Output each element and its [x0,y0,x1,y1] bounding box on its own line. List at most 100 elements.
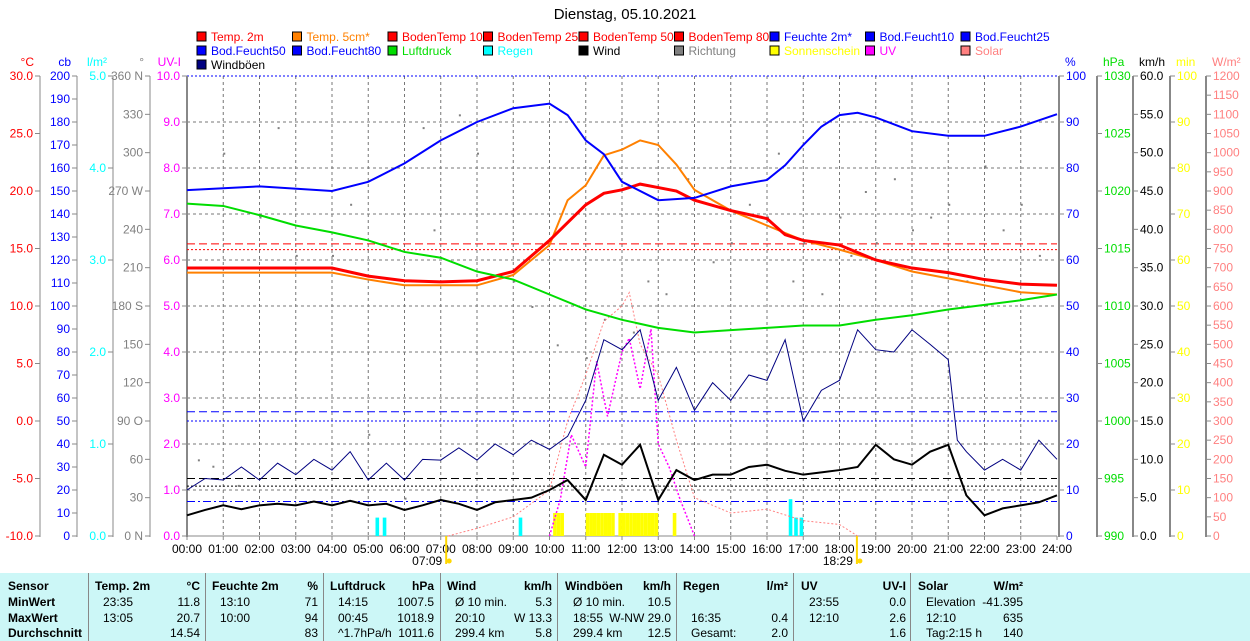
table-cell: 00:45 [338,610,369,625]
axis-tick-label: 30.0 [10,69,34,83]
x-tick-label: 13:00 [643,542,673,556]
table-value: 11.8 [177,595,200,609]
legend-item: BodenTemp 50 [593,30,674,44]
legend-swatch [960,31,971,42]
x-tick-label: 21:00 [933,542,963,556]
x-tick-label: 11:00 [571,542,600,556]
column-divider [88,573,89,641]
direction-point [458,114,461,117]
x-tick-label: 10:00 [534,542,564,556]
axis-tick-label: 1005 [1104,357,1131,371]
legend-swatch [960,45,971,56]
series-luftdruck [186,202,1058,334]
axis-tick-label: 5.0 [1140,491,1157,505]
axis-tick-label: 3.0 [89,253,106,267]
direction-point [531,306,534,308]
axis-tick-label: 150 [123,337,143,351]
axis-tick-label: 100 [50,299,70,313]
legend-item: Windböen [211,58,265,72]
table-cell: 299.4 km [455,626,505,640]
table-value: 0.0 [889,595,906,609]
axis-unit-label: ° [139,55,144,69]
axis-tick-label: 15.0 [10,242,34,256]
rain-bar [788,499,793,536]
x-tick-label: 24:00 [1042,542,1072,556]
sunshine-bar [611,513,615,536]
x-tick-label: 22:00 [969,542,999,556]
direction-point [839,216,842,219]
table-value: 20.7 [176,610,200,625]
direction-point [948,203,951,206]
direction-point [237,484,240,487]
axis-tick-label: 130 [50,230,70,244]
axis-unit-label: km/h [1139,55,1165,69]
axis-tick-label: 45.0 [1140,184,1164,198]
axis-tick-label: 5.0 [163,299,180,313]
table-header: Regen [683,579,720,593]
table-header-unit: W/m² [993,579,1023,593]
table-value: W 13.3 [513,610,552,625]
sunshine-bar [607,513,612,536]
direction-point [477,152,479,155]
sunshine-bar [636,513,641,536]
direction-point [422,127,425,130]
x-tick-label: 04:00 [317,542,347,556]
axis-tick-label: 120 [123,376,143,390]
axis-tick-label: 360 N [111,69,143,83]
table-header-unit: °C [186,579,200,593]
sunshine-bar [593,513,597,536]
direction-point [433,229,436,232]
chart-title: Dienstag, 05.10.2021 [553,6,697,23]
axis-tick-label: 100 [1177,69,1197,83]
axis-tick-label: 350 [1213,395,1233,409]
direction-point [792,280,795,283]
axis-tick-label: 1200 [1213,69,1240,83]
direction-point [1020,203,1023,206]
table-header: Sensor [8,579,49,593]
axis-tick-label: 8.0 [163,161,180,175]
table-cell: 16:35 [691,610,722,625]
direction-point [350,203,353,206]
axis-tick-label: 1.0 [163,483,180,497]
axis-tick-label: 0.0 [89,529,106,543]
legend-swatch [387,31,398,42]
table-cell: Ø 10 min. [455,595,508,609]
axis-tick-label: 1010 [1104,299,1131,313]
axis-tick-label: 30 [57,460,71,474]
x-tick-label: 03:00 [281,542,311,556]
axis-tick-label: 160 [50,161,70,175]
axis-tick-label: 20 [1177,437,1191,451]
axis-tick-label: 0.0 [16,414,33,428]
row-label: MinWert [8,595,56,609]
table-value: 0.4 [771,610,788,625]
direction-point [1038,254,1041,257]
axis-tick-label: 950 [1213,165,1233,179]
axis-tick-label: 30 [1066,391,1080,405]
axis-tick-label: 200 [50,69,70,83]
axis-unit-label: hPa [1103,55,1125,69]
direction-point [748,203,751,206]
direction-point [821,293,824,296]
axis-tick-label: 10.0 [1140,452,1164,466]
x-tick-label: 00:00 [172,542,202,556]
axis-tick-label: -10.0 [6,529,34,543]
column-divider [676,573,677,641]
axis-tick-label: 40 [1177,345,1191,359]
axis-tick-label: 140 [50,207,70,221]
axis-tick-label: 400 [1213,376,1233,390]
table-value: 635 [1002,610,1023,625]
axis-tick-label: 20 [57,483,71,497]
axis-tick-label: 50 [1177,299,1191,313]
axis-tick-label: 70 [1066,207,1080,221]
sunshine-bar [622,513,626,536]
axis-tick-label: 0 [1177,529,1184,543]
direction-point [295,254,298,257]
legend-item: Regen [498,44,533,58]
axis-tick-label: 55.0 [1140,107,1164,121]
axis-tick-label: 800 [1213,222,1233,236]
direction-point [277,127,280,130]
direction-point [632,331,635,334]
legend-swatch [578,45,589,56]
legend-swatch [387,45,398,56]
table-value: 2.6 [889,610,906,625]
